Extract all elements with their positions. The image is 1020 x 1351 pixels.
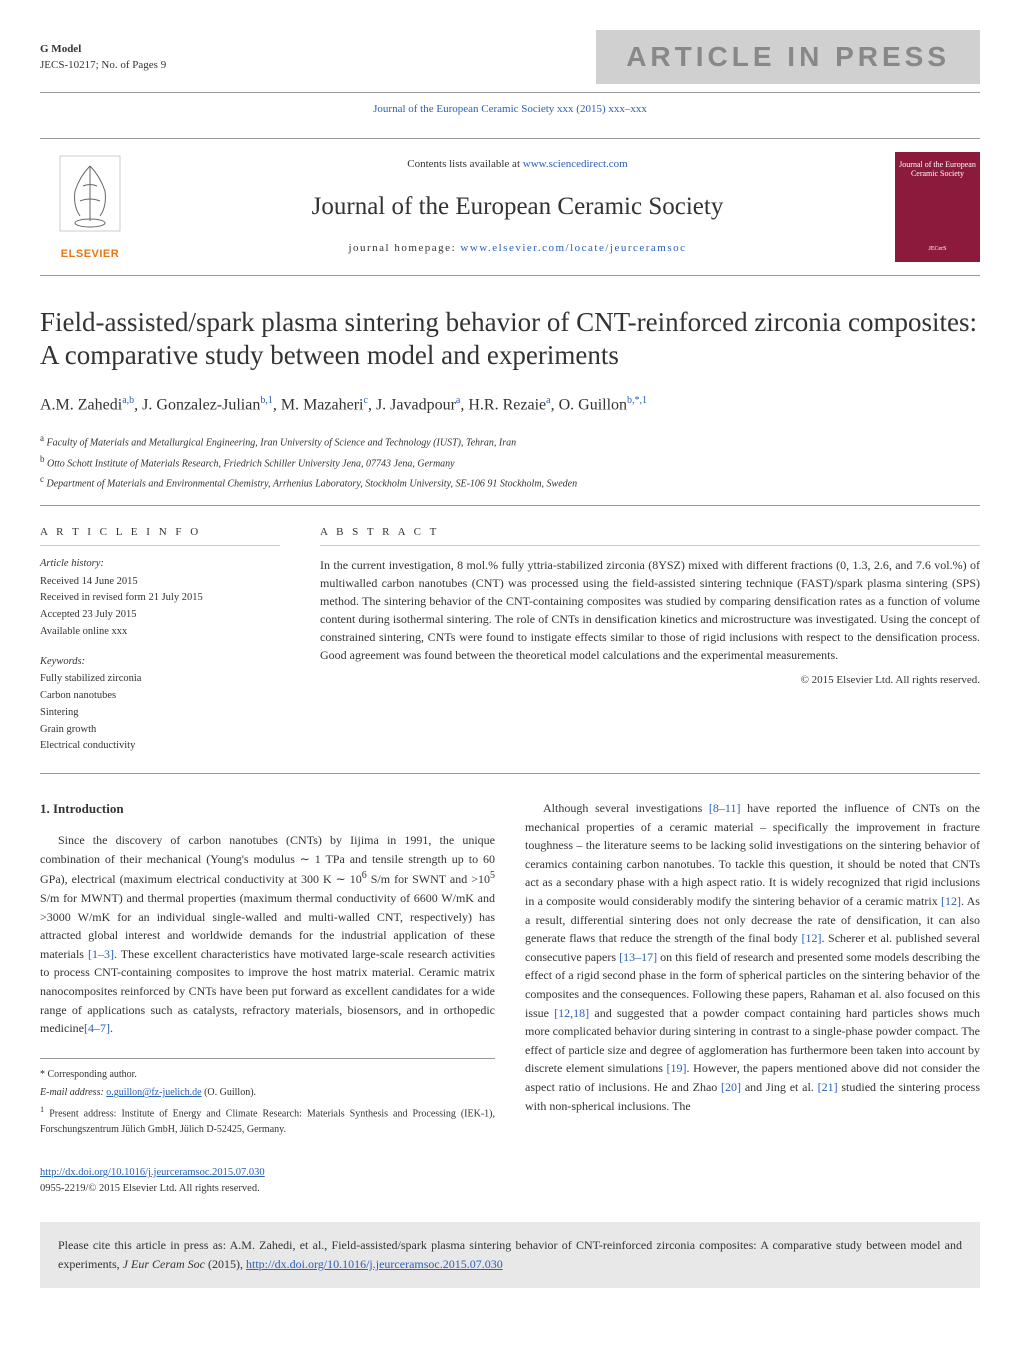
doi-link[interactable]: http://dx.doi.org/10.1016/j.jeurceramsoc…	[40, 1167, 265, 1178]
homepage-label: journal homepage:	[348, 242, 460, 254]
affiliation-a-text: Faculty of Materials and Metallurgical E…	[47, 438, 517, 449]
journal-cover: Journal of the European Ceramic Society …	[895, 152, 980, 262]
elsevier-text: ELSEVIER	[40, 246, 140, 263]
affiliation-c-text: Department of Materials and Environmenta…	[47, 478, 578, 489]
gmodel-label: G Model	[40, 41, 166, 58]
top-bar: G Model JECS-10217; No. of Pages 9 ARTIC…	[40, 30, 980, 93]
keyword-item: Grain growth	[40, 722, 280, 738]
footnotes: * Corresponding author. E-mail address: …	[40, 1058, 495, 1137]
main-content: 1. Introduction Since the discovery of c…	[40, 799, 980, 1140]
authors-line: A.M. Zahedia,b, J. Gonzalez-Julianb,1, M…	[40, 393, 980, 417]
ref-link[interactable]: [12]	[941, 894, 961, 908]
keywords-label: Keywords:	[40, 654, 280, 670]
ref-link[interactable]: [8–11]	[709, 801, 741, 815]
left-column: 1. Introduction Since the discovery of c…	[40, 799, 495, 1140]
journal-header: ELSEVIER Contents lists available at www…	[40, 138, 980, 276]
ref-link[interactable]: [13–17]	[619, 950, 657, 964]
issn-line: 0955-2219/© 2015 Elsevier Ltd. All right…	[40, 1183, 260, 1194]
present-address: 1 Present address: Institute of Energy a…	[40, 1104, 495, 1137]
accepted-date: Accepted 23 July 2015	[40, 607, 280, 623]
journal-name: Journal of the European Ceramic Society	[140, 188, 895, 226]
received-date: Received 14 June 2015	[40, 574, 280, 590]
email-link[interactable]: o.guillon@fz-juelich.de	[106, 1087, 201, 1098]
intro-paragraph-2: Although several investigations [8–11] h…	[525, 799, 980, 1115]
available-date: Available online xxx	[40, 624, 280, 640]
article-id: JECS-10217; No. of Pages 9	[40, 57, 166, 74]
email-line: E-mail address: o.guillon@fz-juelich.de …	[40, 1085, 495, 1101]
ref-link[interactable]: [20]	[721, 1080, 741, 1094]
abstract-copyright: © 2015 Elsevier Ltd. All rights reserved…	[320, 672, 980, 689]
contents-text: Contents lists available at	[407, 158, 522, 170]
ref-link[interactable]: [12]	[801, 931, 821, 945]
ref-link[interactable]: [21]	[818, 1080, 838, 1094]
journal-center: Contents lists available at www.scienced…	[140, 156, 895, 257]
affiliations: a Faculty of Materials and Metallurgical…	[40, 432, 980, 506]
affiliation-b: b Otto Schott Institute of Materials Res…	[40, 453, 980, 471]
cover-footer: JECerS	[899, 245, 976, 254]
keyword-item: Carbon nanotubes	[40, 688, 280, 704]
info-abstract-row: a r t i c l e i n f o Article history: R…	[40, 524, 980, 774]
ref-link[interactable]: [4–7]	[84, 1021, 110, 1035]
affiliation-a: a Faculty of Materials and Metallurgical…	[40, 432, 980, 450]
article-title: Field-assisted/spark plasma sintering be…	[40, 306, 980, 374]
homepage-line: journal homepage: www.elsevier.com/locat…	[140, 240, 895, 257]
keyword-item: Sintering	[40, 705, 280, 721]
in-press-banner: ARTICLE IN PRESS	[596, 30, 980, 84]
sciencedirect-link[interactable]: www.sciencedirect.com	[523, 158, 628, 170]
introduction-heading: 1. Introduction	[40, 799, 495, 819]
abstract-column: a b s t r a c t In the current investiga…	[320, 524, 980, 755]
keyword-item: Fully stabilized zirconia	[40, 671, 280, 687]
citation-doi-link[interactable]: http://dx.doi.org/10.1016/j.jeurceramsoc…	[246, 1257, 503, 1271]
keyword-item: Electrical conductivity	[40, 738, 280, 754]
ref-link[interactable]: [1–3]	[88, 947, 114, 961]
abstract-label: a b s t r a c t	[320, 524, 980, 546]
elsevier-logo: ELSEVIER	[40, 151, 140, 263]
gmodel-block: G Model JECS-10217; No. of Pages 9	[40, 41, 166, 74]
ref-link[interactable]: [12,18]	[554, 1006, 589, 1020]
history-label: Article history:	[40, 556, 280, 572]
homepage-link[interactable]: www.elsevier.com/locate/jeurceramsoc	[460, 242, 686, 254]
elsevier-tree-icon	[55, 151, 125, 241]
intro-paragraph-1: Since the discovery of carbon nanotubes …	[40, 831, 495, 1038]
right-column: Although several investigations [8–11] h…	[525, 799, 980, 1140]
article-info-column: a r t i c l e i n f o Article history: R…	[40, 524, 280, 755]
cover-title: Journal of the European Ceramic Society	[899, 160, 976, 179]
doi-section: http://dx.doi.org/10.1016/j.jeurceramsoc…	[40, 1165, 980, 1197]
revised-date: Received in revised form 21 July 2015	[40, 590, 280, 606]
affiliation-c: c Department of Materials and Environmen…	[40, 473, 980, 491]
journal-reference-line: Journal of the European Ceramic Society …	[40, 101, 980, 118]
info-label: a r t i c l e i n f o	[40, 524, 280, 546]
ref-link[interactable]: [19]	[667, 1061, 687, 1075]
citation-box: Please cite this article in press as: A.…	[40, 1222, 980, 1288]
affiliation-b-text: Otto Schott Institute of Materials Resea…	[47, 458, 455, 469]
contents-line: Contents lists available at www.scienced…	[140, 156, 895, 173]
abstract-text: In the current investigation, 8 mol.% fu…	[320, 556, 980, 664]
corresponding-author: * Corresponding author.	[40, 1067, 495, 1083]
